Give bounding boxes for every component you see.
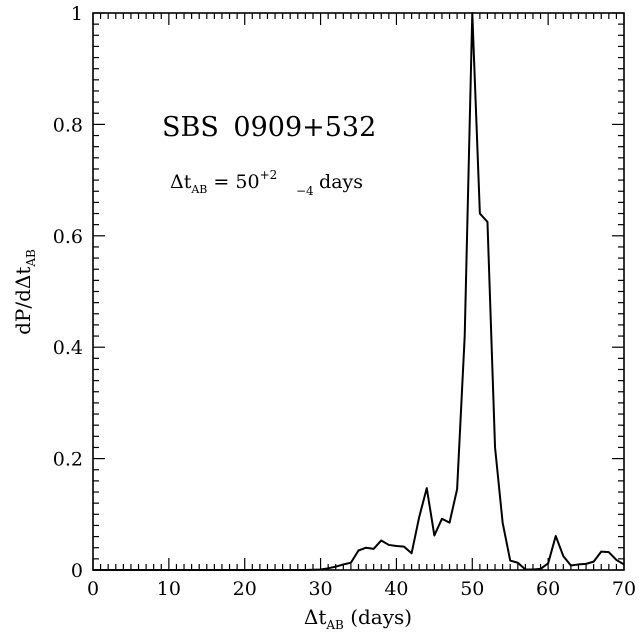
y-tick-label: 0 [71, 560, 83, 582]
x-tick-label: 70 [612, 578, 636, 600]
y-tick-label: 0.8 [53, 114, 83, 136]
object-name-label: SBS 0909+532 [162, 112, 376, 143]
y-tick-label: 1 [71, 3, 83, 25]
x-tick-label: 50 [460, 578, 484, 600]
time-delay-label: ΔtAB = 50+2−4 days [170, 168, 363, 198]
x-axis-title: ΔtAB (days) [304, 605, 412, 632]
plot-frame [92, 12, 625, 571]
x-tick-label: 60 [536, 578, 560, 600]
x-tick-label: 10 [157, 578, 181, 600]
y-tick-label: 0.2 [53, 449, 83, 471]
probability-curve [93, 12, 625, 571]
axis-ticks [92, 12, 625, 571]
y-tick-label: 0.6 [53, 226, 83, 248]
x-tick-label: 40 [384, 578, 408, 600]
x-tick-label: 0 [87, 578, 99, 600]
x-tick-label: 20 [233, 578, 257, 600]
y-axis-title: dP/dΔtAB [11, 249, 38, 335]
x-tick-labels: 0 10 20 30 40 50 60 70 [87, 578, 636, 600]
y-tick-label: 0.4 [53, 337, 83, 359]
x-tick-label: 30 [308, 578, 332, 600]
y-tick-labels: 0 0.2 0.4 0.6 0.8 1 [53, 3, 83, 582]
